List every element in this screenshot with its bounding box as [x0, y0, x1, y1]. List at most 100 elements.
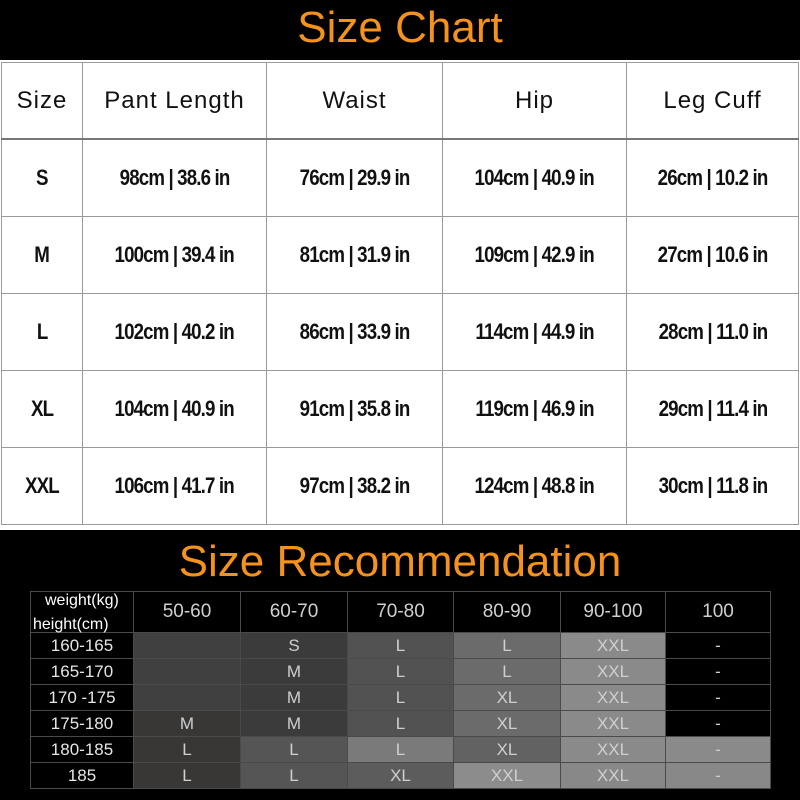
- recommended-size-cell: L: [347, 736, 454, 763]
- cell-text: 104cm | 40.9 in: [474, 165, 595, 190]
- recommended-size-cell: S: [240, 632, 348, 659]
- height-label: 185: [30, 762, 134, 789]
- recommended-size-cell: L: [240, 736, 348, 763]
- cell-text: 29cm | 11.4 in: [658, 396, 768, 421]
- weight-header: 90-100: [560, 591, 666, 633]
- size-chart-header-row: Size Pant Length Waist Hip Leg Cuff: [1, 62, 799, 140]
- recommended-size-cell: M: [133, 710, 241, 737]
- table-row: 185 L L XL XXL XXL -: [30, 762, 771, 789]
- height-label: 170 -175: [30, 684, 134, 711]
- column-header: Pant Length: [82, 62, 267, 140]
- recommended-size-cell: [133, 684, 241, 711]
- cell-text: XL: [30, 396, 54, 421]
- recommended-size-cell: L: [133, 762, 241, 789]
- recommendation-header-row: weight(kg) height(cm) 50-60 60-70 70-80 80-90…: [30, 591, 771, 633]
- recommended-size-cell: -: [665, 736, 771, 763]
- cell-text: 91cm | 35.8 in: [299, 396, 411, 421]
- recommended-size-cell: XL: [347, 762, 454, 789]
- cell-text: 102cm | 40.2 in: [114, 319, 235, 344]
- recommended-size-cell: L: [347, 684, 454, 711]
- recommended-size-cell: -: [665, 632, 771, 659]
- recommended-size-cell: M: [240, 658, 348, 685]
- cell-text: 86cm | 33.9 in: [299, 319, 411, 344]
- cell-text: 100cm | 39.4 in: [114, 242, 235, 267]
- recommended-size-cell: XL: [453, 736, 561, 763]
- height-label: 165-170: [30, 658, 134, 685]
- recommended-size-cell: XL: [453, 710, 561, 737]
- measurement-cell: 104cm | 40.9 in: [442, 138, 627, 217]
- weight-header: 60-70: [240, 591, 348, 633]
- measurement-cell: 30cm | 11.8 in: [626, 447, 799, 525]
- recommended-size-cell: L: [347, 658, 454, 685]
- recommended-size-cell: L: [347, 632, 454, 659]
- recommended-size-cell: XXL: [560, 762, 666, 789]
- height-label: 160-165: [30, 632, 134, 659]
- size-label: XXL: [1, 447, 83, 525]
- table-row: 160-165 S L L XXL -: [30, 632, 771, 659]
- measurement-cell: 114cm | 44.9 in: [442, 293, 627, 371]
- recommended-size-cell: [133, 632, 241, 659]
- measurement-cell: 106cm | 41.7 in: [82, 447, 267, 525]
- recommended-size-cell: XXL: [560, 684, 666, 711]
- recommended-size-cell: -: [665, 710, 771, 737]
- measurement-cell: 86cm | 33.9 in: [266, 293, 443, 371]
- recommended-size-cell: L: [133, 736, 241, 763]
- weight-header: 70-80: [347, 591, 454, 633]
- recommended-size-cell: L: [240, 762, 348, 789]
- measurement-cell: 81cm | 31.9 in: [266, 216, 443, 294]
- cell-text: M: [34, 242, 51, 267]
- measurement-cell: 76cm | 29.9 in: [266, 138, 443, 217]
- corner-header: weight(kg) height(cm): [30, 591, 134, 633]
- cell-text: S: [36, 165, 48, 190]
- cell-text: 97cm | 38.2 in: [299, 473, 411, 498]
- column-header: Hip: [442, 62, 627, 140]
- measurement-cell: 104cm | 40.9 in: [82, 370, 267, 448]
- size-recommendation-table: weight(kg) height(cm) 50-60 60-70 70-80 80-90…: [30, 591, 771, 789]
- recommended-size-cell: M: [240, 684, 348, 711]
- height-label: 180-185: [30, 736, 134, 763]
- measurement-cell: 26cm | 10.2 in: [626, 138, 799, 217]
- cell-text: 106cm | 41.7 in: [114, 473, 235, 498]
- table-row: 180-185 L L L XL XXL -: [30, 736, 771, 763]
- size-label: M: [1, 216, 83, 294]
- recommended-size-cell: XXL: [453, 762, 561, 789]
- corner-labels: weight(kg) height(cm): [31, 592, 133, 633]
- cell-text: 124cm | 48.8 in: [474, 473, 595, 498]
- column-header: Waist: [266, 62, 443, 140]
- measurement-cell: 109cm | 42.9 in: [442, 216, 627, 294]
- weight-axis-label: weight(kg): [45, 592, 119, 609]
- table-row: L 102cm | 40.2 in 86cm | 33.9 in 114cm | 44…: [1, 293, 799, 371]
- height-label: 175-180: [30, 710, 134, 737]
- recommended-size-cell: XXL: [560, 658, 666, 685]
- cell-text: 27cm | 10.6 in: [657, 242, 769, 267]
- recommended-size-cell: -: [665, 658, 771, 685]
- measurement-cell: 91cm | 35.8 in: [266, 370, 443, 448]
- cell-text: 119cm | 46.9 in: [475, 396, 594, 421]
- size-label: S: [1, 138, 83, 217]
- measurement-cell: 98cm | 38.6 in: [82, 138, 267, 217]
- cell-text: 76cm | 29.9 in: [299, 165, 411, 190]
- table-row: 175-180 M M L XL XXL -: [30, 710, 771, 737]
- cell-text: 81cm | 31.9 in: [299, 242, 411, 267]
- weight-header: 100: [665, 591, 771, 633]
- measurement-cell: 102cm | 40.2 in: [82, 293, 267, 371]
- cell-text: 98cm | 38.6 in: [119, 165, 231, 190]
- measurement-cell: 97cm | 38.2 in: [266, 447, 443, 525]
- height-axis-label: height(cm): [33, 616, 109, 633]
- recommended-size-cell: -: [665, 762, 771, 789]
- cell-text: L: [36, 319, 48, 344]
- size-chart-table: Size Pant Length Waist Hip Leg Cuff S 98cm | 3…: [0, 60, 800, 530]
- weight-header: 80-90: [453, 591, 561, 633]
- measurement-cell: 29cm | 11.4 in: [626, 370, 799, 448]
- size-label: L: [1, 293, 83, 371]
- size-label: XL: [1, 370, 83, 448]
- size-recommendation-title: Size Recommendation: [178, 537, 622, 586]
- weight-header: 50-60: [133, 591, 241, 633]
- cell-text: 28cm | 11.0 in: [658, 319, 768, 344]
- table-row: XL 104cm | 40.9 in 91cm | 35.8 in 119cm | 4…: [1, 370, 799, 448]
- recommended-size-cell: XXL: [560, 710, 666, 737]
- recommended-size-cell: L: [347, 710, 454, 737]
- recommended-size-cell: -: [665, 684, 771, 711]
- recommended-size-cell: XXL: [560, 736, 666, 763]
- table-row: S 98cm | 38.6 in 76cm | 29.9 in 104cm | 40.…: [1, 138, 799, 217]
